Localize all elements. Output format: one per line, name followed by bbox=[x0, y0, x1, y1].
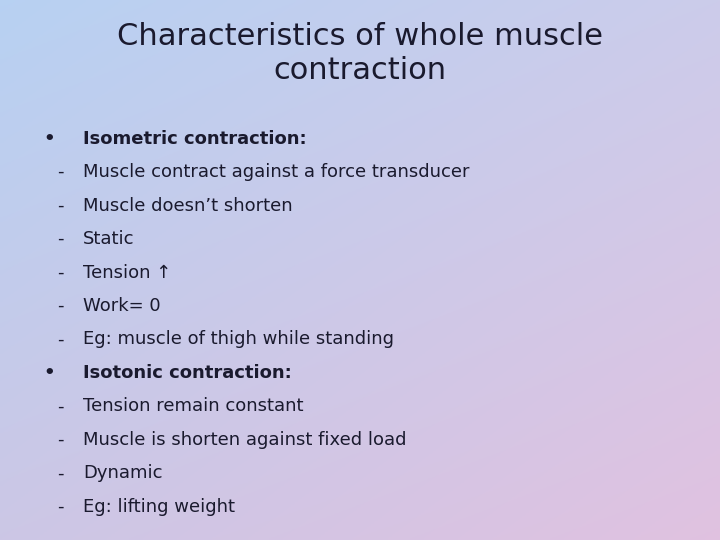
Text: Static: Static bbox=[83, 230, 135, 248]
Text: -: - bbox=[58, 264, 64, 281]
Text: Isometric contraction:: Isometric contraction: bbox=[83, 130, 307, 147]
Text: Muscle doesn’t shorten: Muscle doesn’t shorten bbox=[83, 197, 292, 214]
Text: Work= 0: Work= 0 bbox=[83, 297, 161, 315]
Text: Tension remain constant: Tension remain constant bbox=[83, 397, 303, 415]
Text: -: - bbox=[58, 330, 64, 348]
Text: Isotonic contraction:: Isotonic contraction: bbox=[83, 364, 292, 382]
Text: •: • bbox=[43, 364, 55, 382]
Text: Muscle is shorten against fixed load: Muscle is shorten against fixed load bbox=[83, 431, 406, 449]
Text: -: - bbox=[58, 297, 64, 315]
Text: -: - bbox=[58, 397, 64, 415]
Text: Dynamic: Dynamic bbox=[83, 464, 162, 482]
Text: Tension ↑: Tension ↑ bbox=[83, 264, 171, 281]
Text: -: - bbox=[58, 163, 64, 181]
Text: Eg: muscle of thigh while standing: Eg: muscle of thigh while standing bbox=[83, 330, 394, 348]
Text: -: - bbox=[58, 464, 64, 482]
Text: Muscle contract against a force transducer: Muscle contract against a force transduc… bbox=[83, 163, 469, 181]
Text: Characteristics of whole muscle
contraction: Characteristics of whole muscle contract… bbox=[117, 22, 603, 85]
Text: -: - bbox=[58, 230, 64, 248]
Text: -: - bbox=[58, 498, 64, 516]
Text: -: - bbox=[58, 197, 64, 214]
Text: •: • bbox=[43, 130, 55, 147]
Text: Eg: lifting weight: Eg: lifting weight bbox=[83, 498, 235, 516]
Text: -: - bbox=[58, 431, 64, 449]
